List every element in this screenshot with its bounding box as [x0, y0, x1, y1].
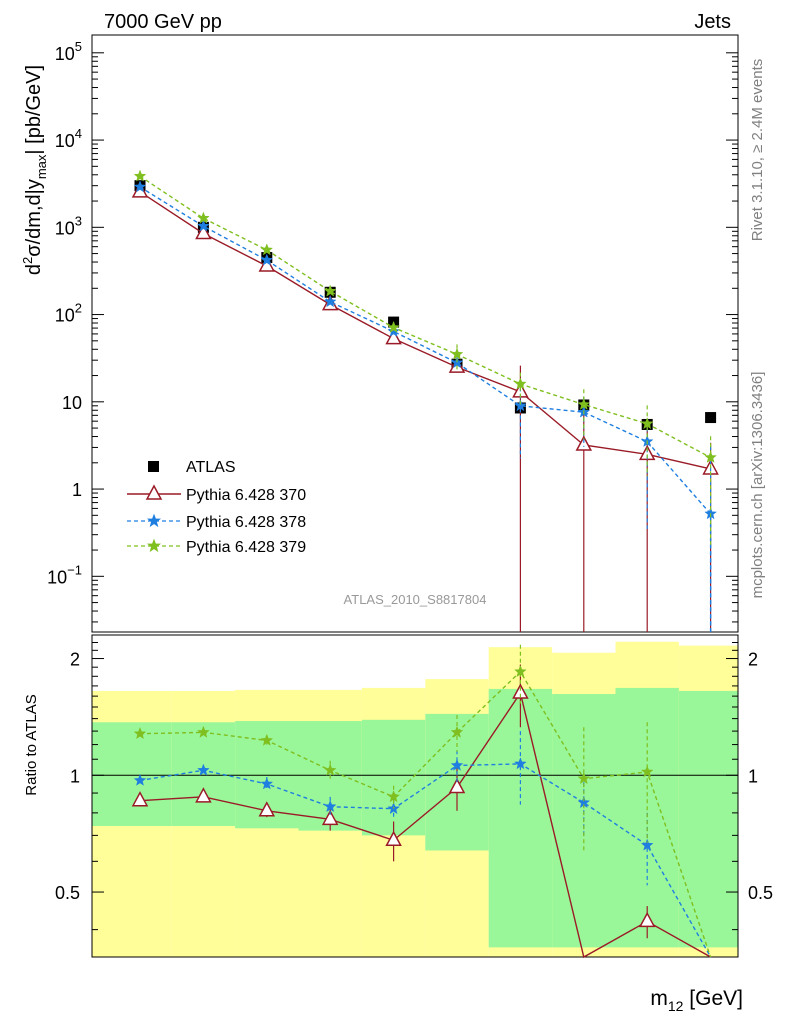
ratio-marker-p378	[514, 757, 527, 770]
top-marker-p379	[450, 347, 464, 360]
legend-marker-p379	[146, 538, 162, 553]
ratio-marker-p370	[258, 801, 276, 817]
legend-label-p370: Pythia 6.428 370	[186, 487, 306, 504]
ratio-y-tick-label-right: 0.5	[748, 883, 773, 903]
inner-band-segment	[171, 722, 236, 827]
top-y-tick-label: 10−1	[47, 562, 82, 587]
process-label: Jets	[694, 11, 731, 33]
ratio-marker-p379	[323, 763, 337, 776]
ratio-marker-p378	[133, 773, 147, 786]
ratio-y-tick-label-left: 0.5	[55, 883, 80, 903]
ratio-marker-p379	[577, 771, 591, 785]
ratio-line-p370	[139, 691, 711, 959]
inner-band-segment	[92, 722, 172, 827]
legend-marker-p370	[145, 484, 163, 500]
top-line-p379	[139, 175, 711, 459]
legend: ATLAS Pythia 6.428 370 Pythia 6.428 378 …	[127, 459, 306, 556]
ratio-plot-frame	[91, 634, 739, 958]
ratio-marker-p378	[197, 763, 210, 776]
ratio-marker-p379	[133, 726, 147, 740]
top-marker-p378	[514, 399, 527, 412]
top-y-tick-label: 10	[62, 393, 82, 413]
top-marker-p378	[260, 253, 274, 266]
top-line-p370	[139, 191, 711, 470]
ratio-y-tick-label-left: 2	[70, 650, 80, 670]
top-y-tick-label: 102	[55, 301, 82, 326]
top-marker-p379	[323, 284, 337, 297]
top-y-axis-label: d2σ/dm,d|ymax| [pb/GeV]	[20, 65, 49, 275]
inner-band-segment	[488, 688, 553, 948]
inner-band-segment	[678, 690, 738, 948]
ratio-marker-p378	[323, 800, 337, 813]
ratio-marker-p370	[131, 791, 149, 807]
ratio-y-tick-label-right: 1	[748, 766, 758, 786]
top-marker-p379	[387, 320, 400, 333]
ratio-marker-p370	[385, 830, 402, 846]
top-marker-p370	[131, 182, 149, 198]
ratio-marker-p378	[640, 838, 654, 851]
top-marker-p379	[514, 377, 527, 390]
x-axis-label: m12 [GeV]	[650, 987, 743, 1014]
ratio-y-tick-label-left: 1	[70, 766, 80, 786]
ratio-marker-p370	[448, 777, 466, 794]
rivet-version-label: Rivet 3.1.10, ≥ 2.4M events	[749, 59, 766, 242]
ratio-y-axis-label: Ratio to ATLAS	[23, 694, 40, 795]
ratio-bands	[92, 641, 738, 957]
legend-star-p378	[146, 513, 162, 528]
energy-label: 7000 GeV pp	[104, 11, 222, 33]
marks-layer	[131, 169, 719, 959]
inner-band-segment	[361, 719, 426, 836]
ratio-marker-p379	[260, 733, 274, 746]
top-marker-p370	[575, 435, 593, 451]
ratio-marker-p379	[514, 665, 527, 678]
ratio-line-p379	[139, 670, 712, 958]
top-marker-p379	[577, 397, 591, 410]
top-y-tick-label: 105	[55, 39, 82, 64]
ratio-y-tick-label-right: 2	[748, 650, 758, 670]
legend-marker-atlas	[148, 461, 159, 472]
ratio-marker-p379	[450, 725, 464, 738]
ratio-marker-p370	[321, 809, 339, 826]
top-marker-p379	[640, 417, 654, 430]
top-y-tick-label: 103	[55, 213, 82, 238]
top-marker-p379	[260, 243, 274, 256]
top-marker-p378	[133, 180, 147, 193]
ratio-marker-p378	[260, 777, 274, 790]
ratio-marker-p370	[512, 683, 529, 699]
top-marker-p378	[197, 219, 210, 232]
ratio-marker-p379	[387, 790, 400, 803]
top-line-p378	[139, 186, 712, 632]
legend-star-p379	[146, 538, 162, 553]
analysis-id-label: ATLAS_2010_S8817804	[344, 592, 487, 607]
top-marker-p370	[385, 329, 402, 345]
top-marker-p379	[197, 211, 210, 224]
ratio-marker-p370	[195, 787, 212, 803]
top-marker-p379	[133, 169, 147, 182]
top-y-tick-label: 1	[72, 480, 82, 500]
legend-label-p379: Pythia 6.428 379	[186, 539, 306, 556]
legend-marker-p378	[146, 513, 162, 528]
mcplots-label: mcplots.cern.ch [arXiv:1306.3436]	[749, 372, 766, 599]
ratio-marker-p379	[197, 725, 210, 738]
top-marker-p370	[195, 223, 212, 240]
ratio-line-p378	[139, 763, 712, 958]
top-marker-p379	[704, 450, 717, 463]
top-marker-data	[705, 412, 717, 424]
top-y-tick-label: 104	[55, 126, 82, 151]
ratio-marker-p378	[450, 758, 464, 771]
ratio-marker-p379	[640, 765, 654, 778]
ratio-marker-p370	[638, 911, 656, 928]
top-marker-p378	[323, 295, 337, 308]
legend-label-atlas: ATLAS	[186, 459, 236, 476]
legend-label-p378: Pythia 6.428 378	[186, 514, 306, 531]
top-marker-p378	[387, 324, 400, 337]
